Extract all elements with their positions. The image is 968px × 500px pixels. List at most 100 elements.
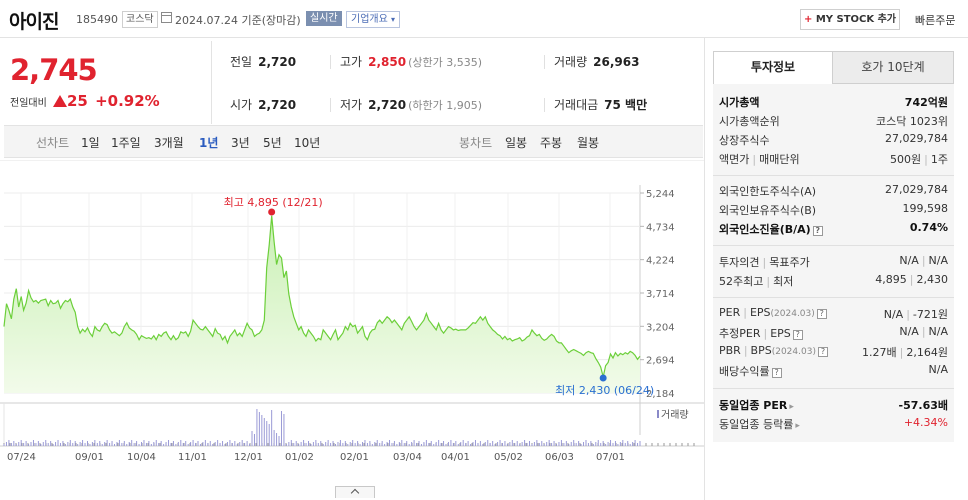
dividend-label: 배당수익률 xyxy=(719,365,770,378)
divider xyxy=(713,297,954,298)
divider xyxy=(330,98,331,112)
row-est-per: 추정PER | EPS? N/A | N/A xyxy=(719,325,948,343)
est-eps-value: N/A xyxy=(928,325,948,338)
volume-legend-label: 거래량 xyxy=(661,409,689,421)
eps-value: -721원 xyxy=(912,308,948,321)
price-chart[interactable]: 최고 4,895 (12/21) 최저 2,430 (06/24) 5,244 4,… xyxy=(0,160,704,500)
realtime-badge[interactable]: 실시간 xyxy=(306,11,342,26)
row-label: 추정PER | EPS? xyxy=(719,325,803,341)
stat-value: 2,720 xyxy=(258,98,297,112)
est-eps-label: EPS xyxy=(770,327,791,340)
period-1w[interactable]: 1주일 xyxy=(111,136,141,150)
x-tick-label: 09/01 xyxy=(75,452,104,463)
target-label: 목표주가 xyxy=(769,256,810,269)
row-label: 투자의견 | 목표주가 xyxy=(719,256,810,269)
y-tick-label: 4,734 xyxy=(646,222,675,233)
row-label: 52주최고 | 최저 xyxy=(719,275,794,288)
w52-low-value: 2,430 xyxy=(916,273,949,286)
opinion-value: N/A xyxy=(899,254,919,267)
row-value: 코스닥 1023위 xyxy=(876,115,948,128)
help-icon[interactable]: ? xyxy=(816,309,827,319)
stat-sub: (하한가 1,905) xyxy=(408,99,482,112)
row-value: +4.34% xyxy=(903,416,948,429)
period-bar: 선차트 1일 1주일 3개월 1년 3년 5년 10년 봉차트 일봉 주봉 월봉 xyxy=(4,125,703,158)
period-1y[interactable]: 1년 xyxy=(199,136,219,150)
period-3y[interactable]: 3년 xyxy=(231,136,250,150)
period-1d[interactable]: 1일 xyxy=(81,136,100,150)
period-10y[interactable]: 10년 xyxy=(294,136,321,150)
row-label: 상장주식수 xyxy=(719,134,770,147)
mystock-add-button[interactable]: + MY STOCK 추가 xyxy=(800,9,900,30)
high-label: 최고 4,895 (12/21) xyxy=(224,196,323,209)
period-3m[interactable]: 3개월 xyxy=(154,136,184,150)
row-foreign-rate: 외국인소진율(B/A)? 0.74% xyxy=(719,221,948,239)
stat-sub: (상한가 3,535) xyxy=(408,56,482,69)
row-label: 외국인한도주식수(A) xyxy=(719,185,817,198)
y-tick-label: 3,204 xyxy=(646,322,675,333)
change-percent: +0.92% xyxy=(95,92,160,110)
stat-label: 전일 xyxy=(230,55,253,69)
y-tick-label: 3,714 xyxy=(646,289,675,300)
stat-high: 고가 2,850 (상한가 3,535) xyxy=(340,53,482,70)
row-value: 742억원 xyxy=(904,96,948,109)
tab-invest-info[interactable]: 투자정보 xyxy=(713,51,833,84)
per-label: PER xyxy=(719,306,741,319)
row-label: 시가총액 xyxy=(719,96,760,109)
caret-right-icon: ▸ xyxy=(789,402,794,412)
candle-daily[interactable]: 일봉 xyxy=(505,136,528,150)
row-label: PBR | BPS(2024.03)? xyxy=(719,344,828,357)
stat-volume: 거래량 26,963 xyxy=(554,53,639,70)
stat-value: 75 백만 xyxy=(604,98,648,112)
divider xyxy=(544,55,545,69)
divider xyxy=(713,175,954,176)
row-pbr: PBR | BPS(2024.03)? 1.27배 | 2,164원 xyxy=(719,344,948,362)
candle-weekly[interactable]: 주봉 xyxy=(540,136,563,150)
stat-amount: 거래대금 75 백만 xyxy=(554,96,647,113)
row-value: 199,598 xyxy=(902,202,949,215)
y-tick-label: 2,184 xyxy=(646,389,675,400)
help-icon[interactable]: ? xyxy=(771,368,782,378)
row-market-cap: 시가총액 742억원 xyxy=(719,94,948,112)
stat-label: 저가 xyxy=(340,98,363,112)
tab-quote-10[interactable]: 호가 10단계 xyxy=(832,51,954,84)
row-label: 외국인보유주식수(B) xyxy=(719,204,817,217)
mystock-add-label: MY STOCK 추가 xyxy=(815,14,897,25)
row-shares: 상장주식수 27,029,784 xyxy=(719,132,948,150)
chevron-down-icon: ▾ xyxy=(391,15,396,24)
w52-high-label: 52주최고 xyxy=(719,275,764,288)
row-per: PER | EPS(2024.03)? N/A | -721원 xyxy=(719,306,948,324)
divider xyxy=(713,245,954,246)
par-label: 액면가 xyxy=(719,153,750,166)
candle-monthly[interactable]: 월봉 xyxy=(577,136,600,150)
row-value: 500원 | 1주 xyxy=(890,153,948,166)
line-chart-label: 선차트 xyxy=(36,136,70,150)
stat-value: 26,963 xyxy=(593,55,640,69)
help-icon[interactable]: ? xyxy=(812,226,823,236)
row-label: PER | EPS(2024.03)? xyxy=(719,306,827,319)
row-industry-rate[interactable]: 동일업종 등락률 ▸ +4.34% xyxy=(719,416,948,434)
bps-label: BPS xyxy=(750,344,772,357)
w52-high-value: 4,895 xyxy=(875,273,907,286)
x-tick-label: 11/01 xyxy=(178,452,207,463)
eps-label: EPS xyxy=(749,306,771,319)
row-value: 27,029,784 xyxy=(885,132,948,145)
chevron-up-icon[interactable] xyxy=(335,486,375,498)
row-foreign-limit: 외국인한도주식수(A) 27,029,784 xyxy=(719,183,948,201)
row-label: 동일업종 PER ▸ xyxy=(719,397,794,413)
divider xyxy=(713,388,954,389)
period-5y[interactable]: 5년 xyxy=(263,136,282,150)
stat-label: 거래대금 xyxy=(554,98,599,112)
industry-rate-label: 동일업종 등락률 xyxy=(719,418,794,431)
quick-order-link[interactable]: 빠른주문 xyxy=(915,14,956,27)
stat-prev: 전일 2,720 xyxy=(230,53,296,70)
row-value: -57.63배 xyxy=(898,399,948,412)
x-tick-label: 04/01 xyxy=(441,452,470,463)
price-line xyxy=(3,215,641,378)
stat-open: 시가 2,720 xyxy=(230,96,296,113)
row-industry-per[interactable]: 동일업종 PER ▸ -57.63배 xyxy=(719,397,948,415)
company-overview-button[interactable]: 기업개요 ▾ xyxy=(346,11,401,28)
help-icon[interactable]: ? xyxy=(817,347,828,357)
help-icon[interactable]: ? xyxy=(792,330,803,340)
x-tick-label: 10/04 xyxy=(127,452,156,463)
row-label: 동일업종 등락률 ▸ xyxy=(719,416,800,432)
